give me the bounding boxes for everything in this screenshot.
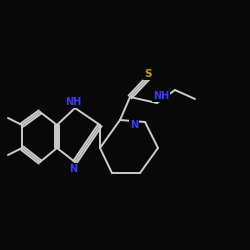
Text: S: S	[144, 69, 152, 79]
Text: NH: NH	[65, 97, 81, 107]
Text: N: N	[130, 120, 138, 130]
Text: NH: NH	[153, 91, 169, 101]
Text: N: N	[69, 164, 77, 174]
